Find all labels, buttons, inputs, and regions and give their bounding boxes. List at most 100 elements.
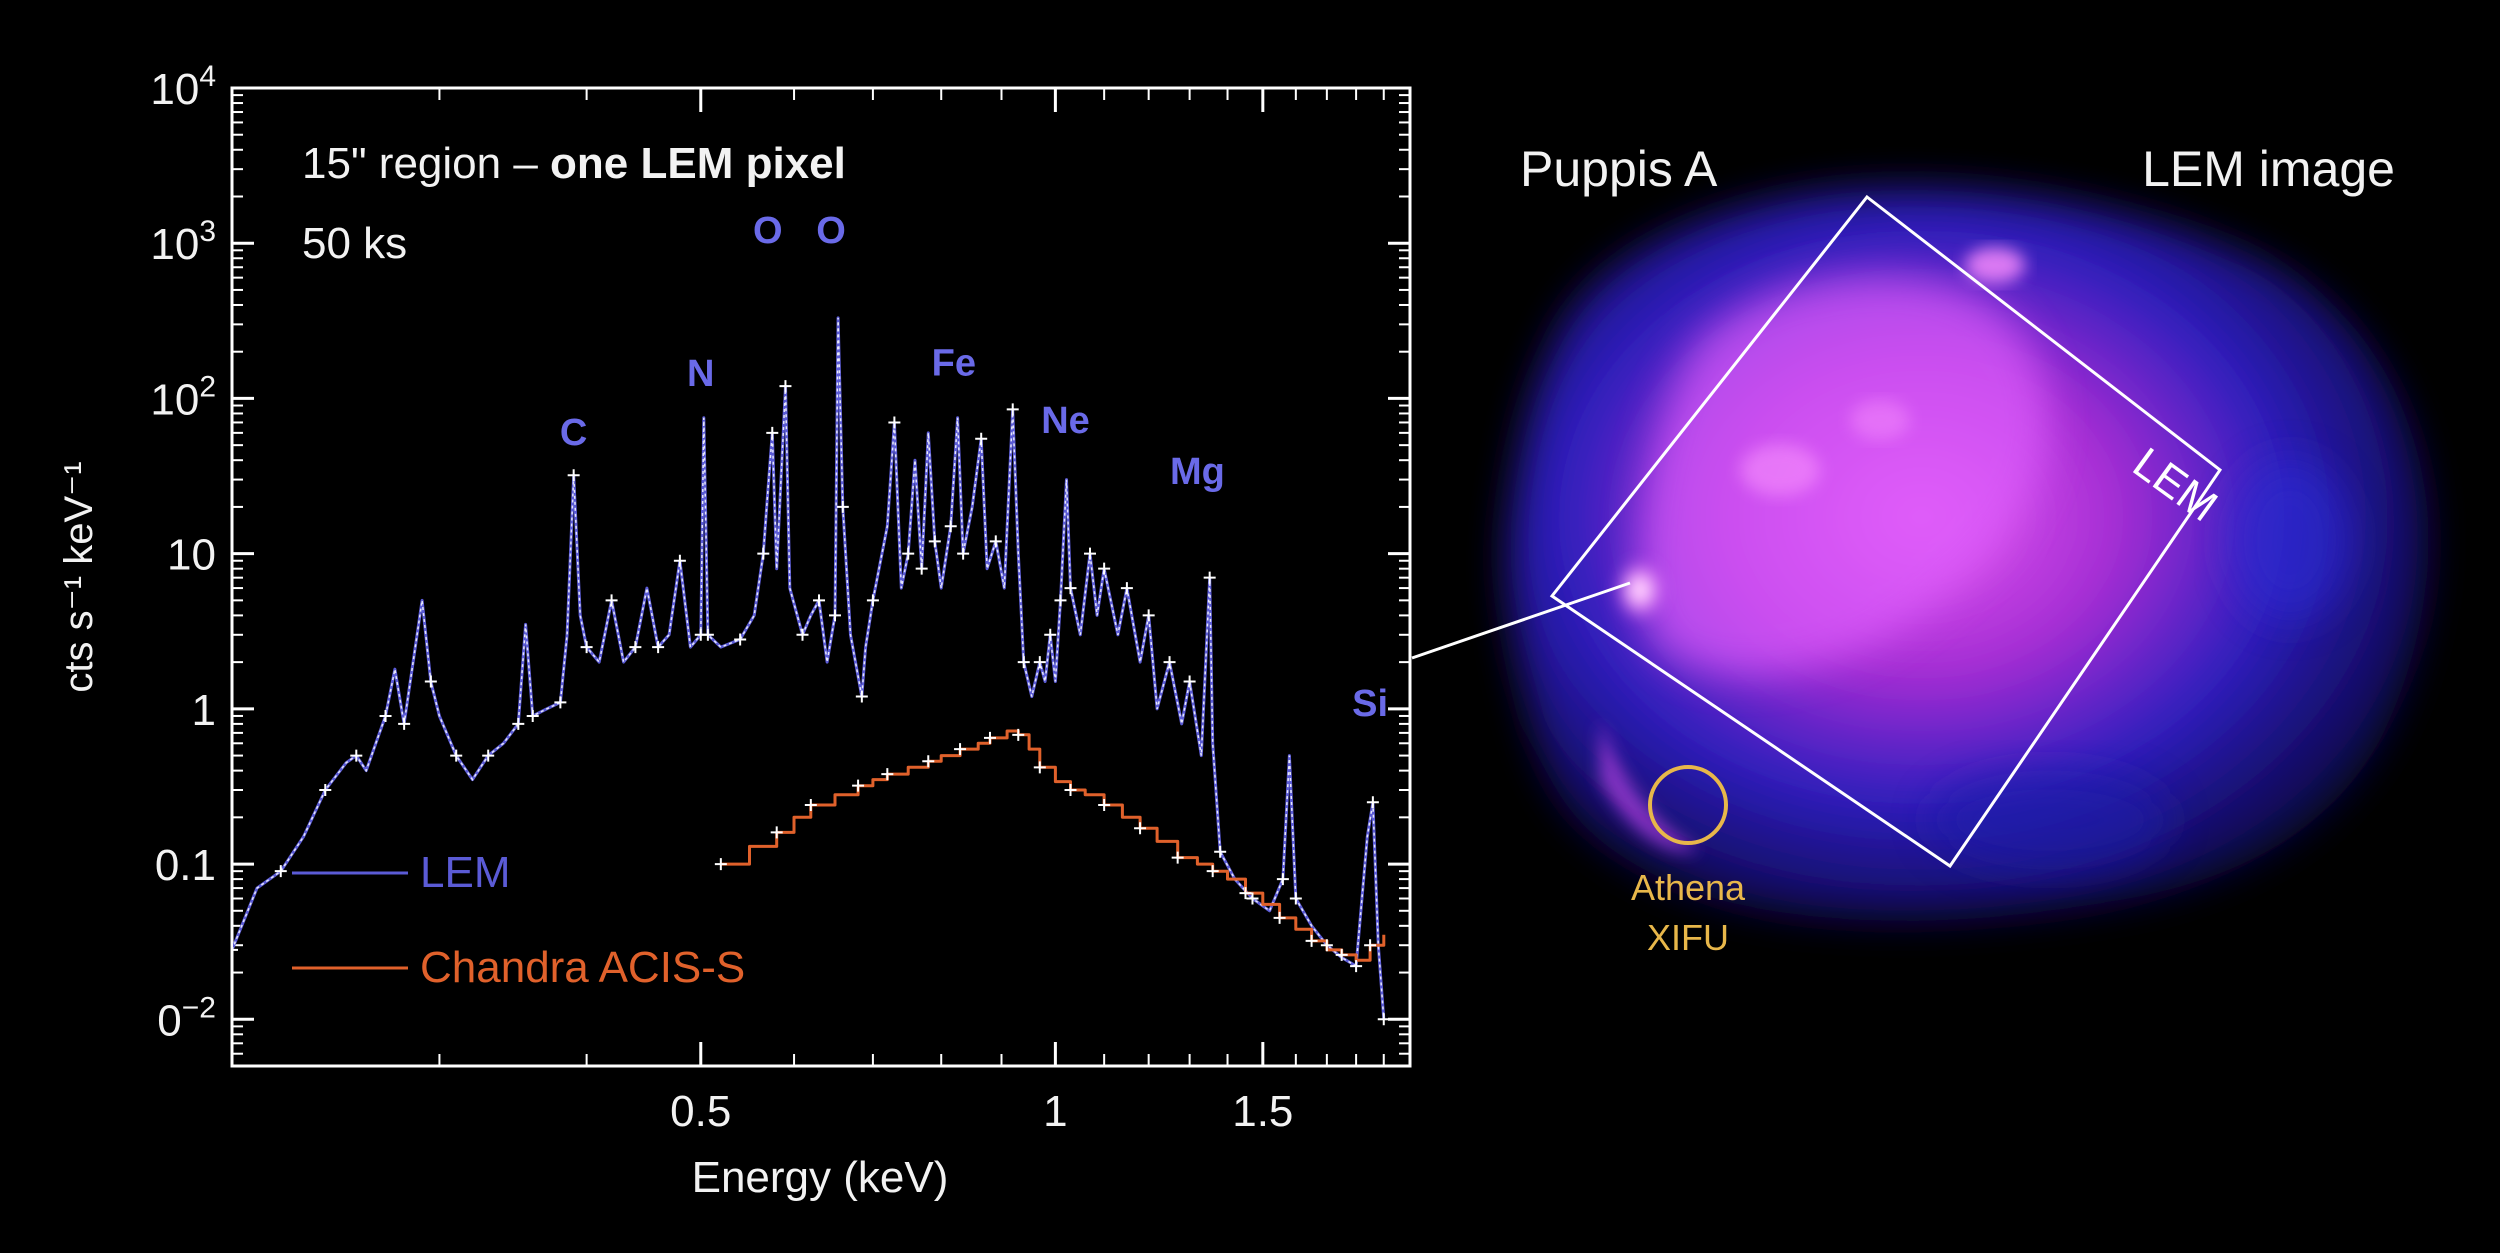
axis-ticks — [231, 86, 1411, 1067]
data-point-lem — [580, 641, 593, 654]
data-point-chandra — [1064, 784, 1077, 797]
data-point-chandra — [1273, 911, 1286, 924]
data-point-lem — [1377, 1013, 1390, 1026]
y-tick-label: 1 — [192, 686, 216, 735]
data-point-lem — [554, 696, 567, 709]
data-point-chandra — [714, 858, 727, 871]
y-tick-base: 10 — [150, 65, 199, 114]
data-point-lem — [1142, 609, 1155, 622]
data-point-lem — [734, 633, 747, 646]
x-tick-label: 1.5 — [1232, 1087, 1293, 1136]
data-point-lem — [1054, 594, 1067, 607]
data-point-lem — [1084, 547, 1096, 560]
data-point-lem — [274, 865, 287, 878]
data-point-chandra — [1305, 934, 1318, 947]
data-point-lem — [605, 594, 618, 607]
data-point-chandra — [1134, 822, 1147, 835]
data-point-chandra — [1239, 887, 1252, 900]
y-tick-label: 0.1 — [155, 841, 216, 890]
data-point-lem — [902, 547, 915, 560]
data-point-lem — [1289, 892, 1302, 905]
data-point-chandra — [1098, 799, 1111, 812]
data-point-lem — [673, 554, 686, 567]
lem-image-title: LEM image — [2142, 141, 2395, 197]
data-point-lem — [836, 500, 849, 513]
data-point-lem — [701, 628, 714, 641]
data-point-lem — [779, 380, 792, 393]
lem-field-box — [1549, 194, 2223, 869]
data-point-lem — [975, 432, 988, 445]
y-tick-label: 10 — [167, 531, 216, 580]
data-point-lem — [319, 784, 332, 797]
data-point-chandra — [804, 799, 817, 812]
y-tick-base: 10 — [167, 531, 216, 580]
y-tick-base: 0.1 — [155, 841, 216, 890]
x-tick-label: 0.5 — [670, 1087, 731, 1136]
data-point-lem — [813, 594, 826, 607]
xifu-label: XIFU — [1647, 917, 1729, 958]
data-point-lem — [482, 749, 495, 762]
data-point-lem — [350, 749, 363, 762]
data-point-lem — [379, 709, 392, 722]
emission-line-label: Fe — [932, 343, 976, 385]
emission-line-label: Mg — [1170, 451, 1225, 493]
data-point-lem — [1183, 675, 1196, 688]
lem-data-overlay — [232, 317, 1385, 1020]
data-point-lem — [1276, 873, 1289, 886]
y-tick-label: 104 — [150, 60, 216, 114]
data-point-lem — [512, 717, 525, 730]
data-point-lem — [398, 717, 411, 730]
data-point-lem — [1163, 656, 1176, 669]
data-point-lem — [1044, 628, 1057, 641]
data-point-lem — [957, 547, 970, 560]
emission-line-label: O — [816, 210, 846, 252]
data-point-lem — [866, 594, 879, 607]
region-annotation-normal: 15" region – — [302, 139, 550, 188]
athena-label: Athena — [1631, 867, 1746, 908]
error-crosses — [232, 380, 1390, 1026]
y-tick-label: 0−2 — [157, 991, 216, 1045]
series-line-chandra — [720, 729, 1386, 962]
data-point-chandra — [852, 779, 865, 792]
x-tick-labels: 0.5 1 1.5 — [670, 1087, 1293, 1136]
emission-line-label: Ne — [1041, 400, 1090, 442]
data-point-lem — [796, 628, 809, 641]
data-point-lem — [915, 562, 928, 575]
x-axis-label: Energy (keV) — [692, 1153, 949, 1202]
data-point-lem — [828, 609, 841, 622]
data-point-lem — [1366, 796, 1379, 809]
data-point-lem — [1320, 939, 1333, 952]
legend: LEM Chandra ACIS-S — [292, 848, 745, 992]
y-tick-exponent: −2 — [182, 991, 216, 1024]
data-point-lem — [424, 675, 437, 688]
y-tick-base: 10 — [150, 220, 199, 269]
data-point-lem — [1098, 562, 1111, 575]
data-point-lem — [928, 535, 941, 548]
data-point-lem — [1350, 960, 1363, 973]
athena-xifu-circle — [1648, 765, 1728, 845]
y-tick-base: 10 — [150, 375, 199, 424]
data-point-chandra — [1335, 948, 1348, 961]
data-point-chandra — [1171, 851, 1184, 864]
exposure-annotation: 50 ks — [302, 219, 407, 268]
legend-label-chandra: Chandra ACIS-S — [420, 943, 745, 992]
emission-line-labels: C N O O Fe Ne Mg Si — [560, 210, 1388, 725]
y-tick-base: 1 — [192, 686, 216, 735]
y-tick-exponent: 2 — [199, 370, 216, 403]
y-tick-label: 102 — [150, 370, 216, 424]
pixel-connector-line — [1411, 581, 1631, 660]
emission-line-label: C — [560, 412, 587, 454]
data-point-lem — [1006, 403, 1019, 416]
nebula-image — [1507, 188, 2428, 919]
y-tick-base: 0 — [157, 996, 181, 1045]
data-point-chandra — [881, 768, 894, 781]
y-tick-exponent: 3 — [199, 215, 216, 248]
data-point-lem — [888, 416, 901, 429]
y-tick-label: 103 — [150, 215, 216, 269]
data-point-chandra — [1364, 939, 1377, 952]
data-point-chandra — [1033, 761, 1046, 774]
